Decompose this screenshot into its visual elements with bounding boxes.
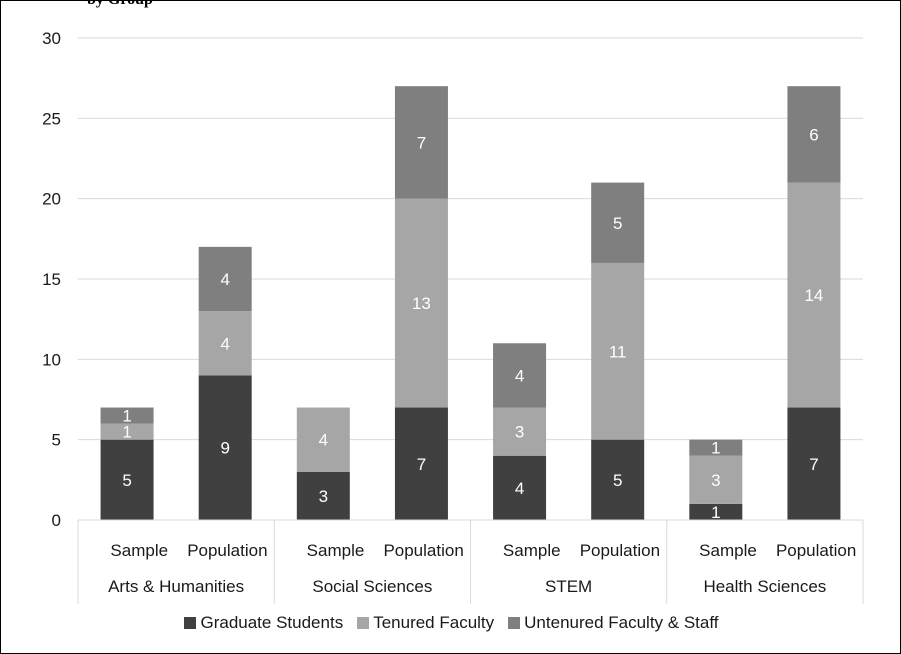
x-tick-label: Population <box>776 541 856 560</box>
legend-item: Graduate Students <box>184 613 343 633</box>
bar-segment <box>689 503 743 520</box>
data-label: 14 <box>804 286 823 305</box>
bar-segment <box>394 407 448 520</box>
data-label: 7 <box>809 455 818 474</box>
bar-segment <box>394 198 448 408</box>
y-tick-label: 5 <box>52 431 61 450</box>
data-label: 9 <box>220 439 229 458</box>
bar-segment <box>591 262 645 440</box>
data-label: 4 <box>515 366 524 385</box>
bar-segment <box>198 246 252 312</box>
bar-segment <box>394 86 448 199</box>
data-label: 1 <box>122 407 131 426</box>
x-group-label: Health Sciences <box>703 577 826 596</box>
bar-segment <box>591 439 645 520</box>
y-tick-label: 0 <box>52 511 61 530</box>
x-tick-label: Sample <box>503 541 561 560</box>
data-label: 3 <box>711 471 720 490</box>
data-label: 5 <box>613 214 622 233</box>
bar-segment <box>198 311 252 376</box>
y-tick-label: 15 <box>42 270 61 289</box>
legend-swatch <box>508 617 521 629</box>
legend-swatch <box>357 617 370 629</box>
bar-segment <box>100 439 154 520</box>
x-group-label: Arts & Humanities <box>108 577 244 596</box>
data-label: 1 <box>711 503 720 522</box>
data-label: 1 <box>711 439 720 458</box>
data-label: 13 <box>412 294 431 313</box>
legend-item: Untenured Faculty & Staff <box>508 613 719 633</box>
bar-segment <box>493 407 547 456</box>
bar-segment <box>689 455 743 504</box>
bar-segment <box>591 182 645 263</box>
legend-label: Tenured Faculty <box>373 613 495 632</box>
x-tick-label: Sample <box>110 541 168 560</box>
bar-segment <box>493 343 547 408</box>
bar-segment <box>100 407 154 424</box>
chart-legend: Graduate Students Tenured Faculty Untenure… <box>1 613 901 633</box>
x-tick-label: Sample <box>307 541 365 560</box>
bar-segment <box>493 455 547 520</box>
chart-title-fragment: by Group <box>87 0 153 9</box>
legend-label: Graduate Students <box>200 613 344 632</box>
bar-segment <box>787 182 841 408</box>
data-label: 5 <box>613 471 622 490</box>
x-tick-label: Sample <box>699 541 757 560</box>
bar-segment <box>787 407 841 520</box>
stacked-bar-chart: 05101520253051194434713743451151317146Sa… <box>42 29 864 604</box>
y-tick-label: 10 <box>42 350 61 369</box>
data-label: 5 <box>122 471 131 490</box>
data-label: 11 <box>609 342 627 361</box>
data-label: 6 <box>809 125 818 144</box>
data-label: 7 <box>417 455 426 474</box>
bar-segment <box>198 375 252 520</box>
data-label: 3 <box>319 487 328 506</box>
data-label: 4 <box>515 479 524 498</box>
bar-segment <box>689 439 743 456</box>
data-label: 7 <box>417 133 426 152</box>
bar-segment <box>100 423 154 440</box>
y-tick-label: 30 <box>42 29 61 48</box>
data-label: 4 <box>319 431 328 450</box>
legend-swatch <box>184 617 197 629</box>
x-group-label: Social Sciences <box>312 577 432 596</box>
y-tick-label: 25 <box>42 109 61 128</box>
data-label: 3 <box>515 423 524 442</box>
legend-label: Untenured Faculty & Staff <box>524 613 719 632</box>
y-tick-label: 20 <box>42 190 61 209</box>
x-tick-label: Population <box>383 541 463 560</box>
x-tick-label: Population <box>580 541 660 560</box>
data-label: 4 <box>220 270 229 289</box>
bar-segment <box>296 471 350 520</box>
x-group-label: STEM <box>545 577 592 596</box>
bar-segment <box>296 407 350 472</box>
data-label: 1 <box>122 423 131 442</box>
bar-segment <box>787 86 841 183</box>
x-tick-label: Population <box>187 541 267 560</box>
legend-item: Tenured Faculty <box>357 613 494 633</box>
data-label: 4 <box>220 334 229 353</box>
